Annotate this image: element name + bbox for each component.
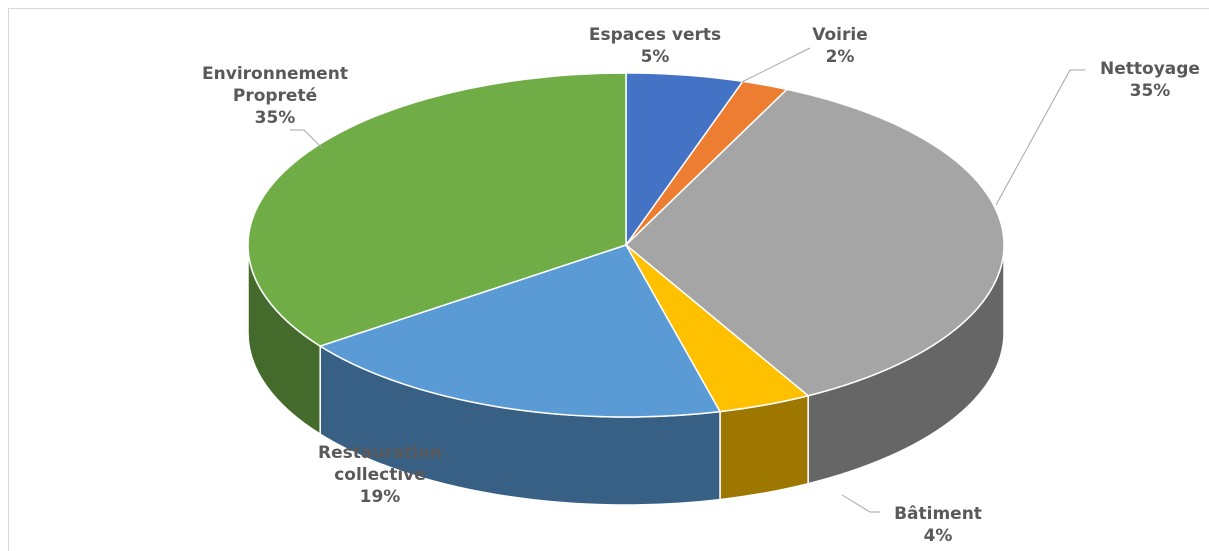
leader-line [995,69,1085,206]
category-name: Restauration collective [317,443,443,485]
category-name: Voirie [812,25,868,45]
category-name: Environnement Propreté [202,64,348,106]
value-label: 4% [923,526,953,546]
chart-frame [8,8,1209,551]
leader-line [290,129,323,149]
value-label: 5% [640,47,670,67]
slice [624,88,1005,397]
data-label: Espaces verts 5% [555,24,755,68]
value-label: 19% [359,487,401,507]
data-label: Bâtiment 4% [873,503,1003,547]
data-label: Restauration collective 19% [295,442,465,508]
category-name: Espaces verts [588,25,722,45]
value-label: 35% [254,108,296,128]
category-name: Bâtiment [894,504,982,524]
value-label: 2% [825,47,855,67]
data-label: Nettoyage 35% [1085,58,1209,102]
slice [247,72,627,347]
slice-side [719,394,809,501]
leader-line [841,494,880,513]
slice [318,244,722,418]
category-name: Nettoyage [1100,59,1200,79]
value-label: 35% [1129,81,1171,101]
data-label: Environnement Propreté 35% [180,63,370,129]
data-label: Voirie 2% [790,24,890,68]
leader-line [741,47,811,83]
